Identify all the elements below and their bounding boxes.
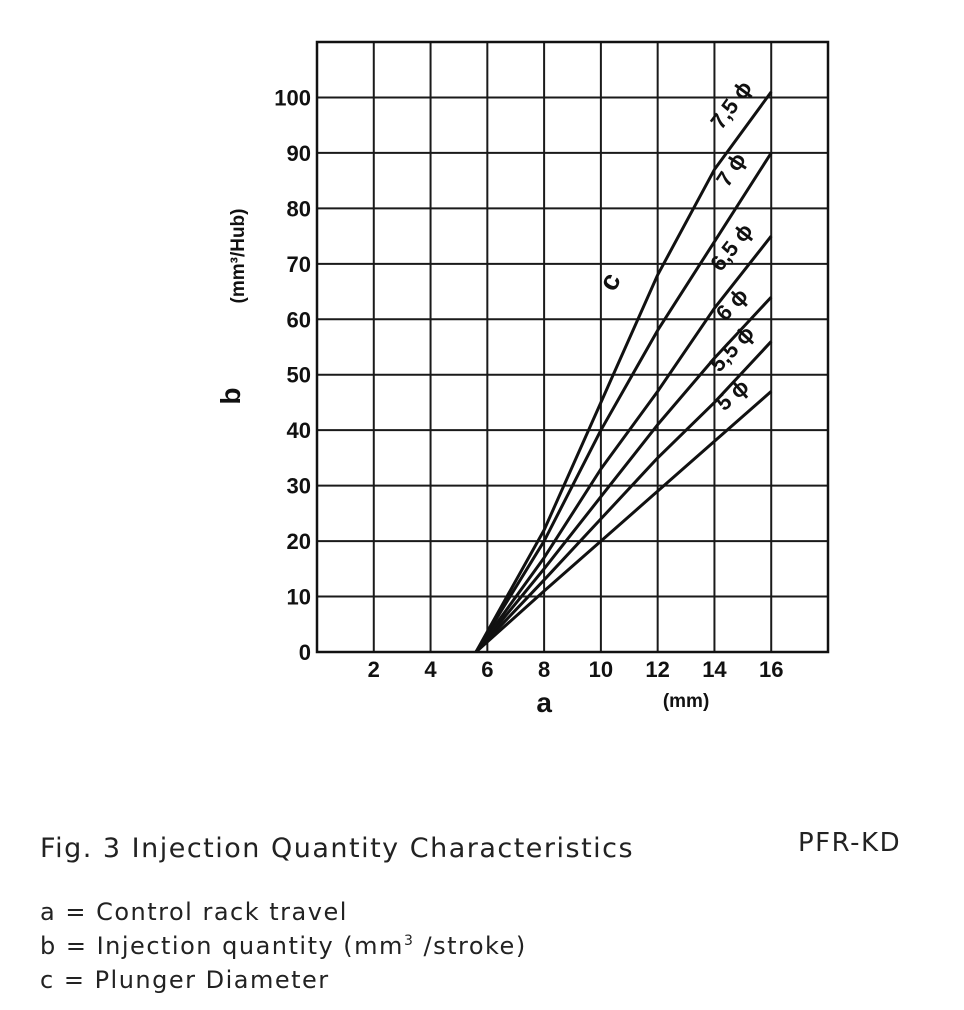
chart-labels: a (mm) b (mm³/Hub) c <box>215 209 709 718</box>
legend-b-superscript: 3 <box>403 933 415 949</box>
y-tick-label: 30 <box>287 474 311 499</box>
x-tick-label: 6 <box>481 657 493 682</box>
y-axis-label: b <box>215 387 246 404</box>
series-group-label: c <box>592 267 627 295</box>
series-line <box>474 390 773 654</box>
series-label: 7,5 ϕ <box>705 76 757 134</box>
x-tick-label: 16 <box>759 657 783 682</box>
series-label: 5 ϕ <box>711 374 754 416</box>
legend-c: c = Plunger Diameter <box>40 966 330 994</box>
series-label: 7 ϕ <box>711 148 751 191</box>
y-tick-label: 0 <box>299 640 311 665</box>
x-tick-label: 14 <box>702 657 727 682</box>
x-tick-label: 10 <box>589 657 613 682</box>
series-label: 6,5 ϕ <box>705 218 758 275</box>
x-axis-label: a <box>536 687 552 718</box>
series-lines: 5 ϕ5,5 ϕ6 ϕ6,5 ϕ7 ϕ7,5 ϕ <box>474 76 773 654</box>
tick-labels: 2 4 6 8 10 12 14 16 0 10 20 30 40 50 60 70 80 90 100 <box>274 85 783 682</box>
x-tick-label: 8 <box>538 657 550 682</box>
series-line <box>474 152 773 653</box>
y-tick-label: 20 <box>287 529 311 554</box>
series-line <box>474 296 773 653</box>
x-tick-label: 4 <box>424 657 437 682</box>
figure-code: PFR-KD <box>798 828 902 858</box>
series-label: 5,5 ϕ <box>704 321 759 377</box>
series-line <box>474 91 773 653</box>
legend-b-prefix: b = Injection quantity (mm <box>40 932 404 960</box>
series-line <box>474 340 773 654</box>
x-tick-label: 2 <box>368 657 380 682</box>
chart: 2 4 6 8 10 12 14 16 0 10 20 30 40 50 60 70 80 90 100 5 ϕ5,… <box>215 40 830 718</box>
legend-a: a = Control rack travel <box>40 898 348 926</box>
chart-grid <box>315 40 830 654</box>
series-line <box>474 235 773 653</box>
figure-title: Fig. 3 Injection Quantity Characteristic… <box>40 833 635 864</box>
y-tick-label: 40 <box>287 418 311 443</box>
y-tick-label: 70 <box>287 252 311 277</box>
y-tick-label: 10 <box>287 585 311 610</box>
y-tick-label: 60 <box>287 307 311 332</box>
y-axis-unit: (mm³/Hub) <box>228 209 249 304</box>
x-axis-unit: (mm) <box>663 691 709 712</box>
x-tick-label: 12 <box>645 657 669 682</box>
plot-frame <box>315 40 830 654</box>
y-tick-label: 80 <box>287 196 311 221</box>
y-tick-label: 50 <box>287 363 311 388</box>
y-tick-label: 100 <box>274 85 311 110</box>
legend-b-suffix: /stroke) <box>414 932 527 960</box>
y-tick-label: 90 <box>287 141 311 166</box>
legend-b: b = Injection quantity (mm3 /stroke) <box>40 932 527 960</box>
